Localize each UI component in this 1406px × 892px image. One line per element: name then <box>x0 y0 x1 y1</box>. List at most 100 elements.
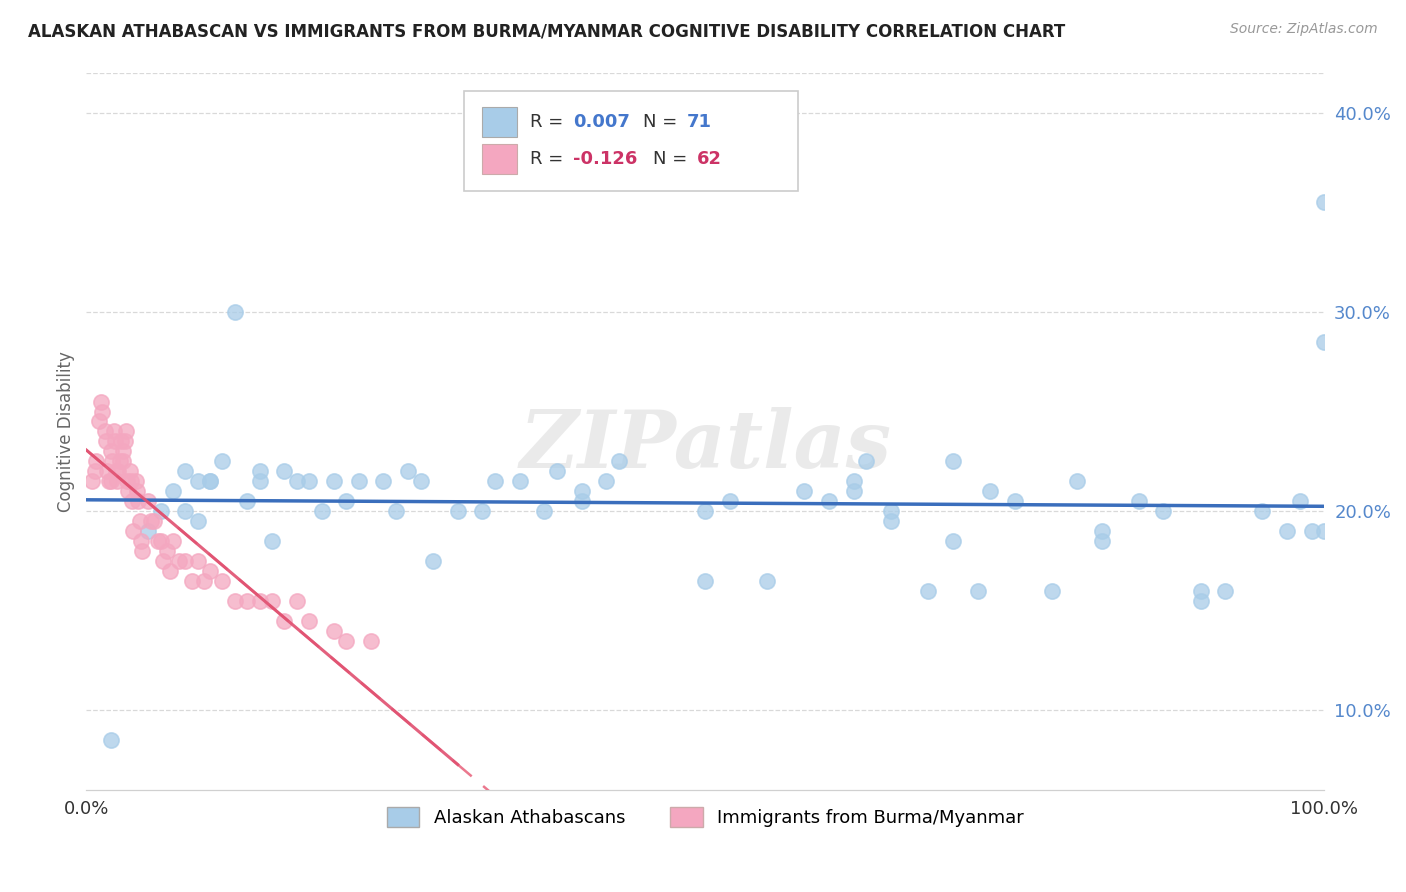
Point <box>174 504 197 518</box>
Point <box>1251 504 1274 518</box>
Point <box>335 494 357 508</box>
Point <box>842 475 865 489</box>
Point <box>193 574 215 588</box>
Point <box>104 434 127 449</box>
Point <box>236 494 259 508</box>
Point <box>396 464 419 478</box>
Text: Source: ZipAtlas.com: Source: ZipAtlas.com <box>1230 22 1378 37</box>
Point <box>103 425 125 439</box>
Point <box>360 633 382 648</box>
Point <box>718 494 741 508</box>
Point <box>105 464 128 478</box>
Point <box>139 514 162 528</box>
Point <box>285 593 308 607</box>
Point <box>1313 524 1336 538</box>
Text: ZIPatlas: ZIPatlas <box>519 407 891 484</box>
Point <box>167 554 190 568</box>
Text: ALASKAN ATHABASCAN VS IMMIGRANTS FROM BURMA/MYANMAR COGNITIVE DISABILITY CORRELA: ALASKAN ATHABASCAN VS IMMIGRANTS FROM BU… <box>28 22 1066 40</box>
Point <box>105 475 128 489</box>
Point <box>842 484 865 499</box>
Point <box>347 475 370 489</box>
Point <box>121 494 143 508</box>
Point <box>571 484 593 499</box>
Point <box>198 475 221 489</box>
Point <box>917 583 939 598</box>
Point <box>298 475 321 489</box>
Point <box>125 484 148 499</box>
Point <box>198 475 221 489</box>
Point <box>1128 494 1150 508</box>
Point <box>146 533 169 548</box>
Point <box>311 504 333 518</box>
Point <box>136 494 159 508</box>
Point <box>322 624 344 638</box>
Point <box>122 524 145 538</box>
Point <box>174 464 197 478</box>
Point <box>571 494 593 508</box>
Point <box>117 484 139 499</box>
Point <box>100 733 122 747</box>
Point <box>128 514 150 528</box>
Point <box>818 494 841 508</box>
Point <box>100 444 122 458</box>
Point <box>211 574 233 588</box>
Point <box>152 554 174 568</box>
Point <box>224 305 246 319</box>
Point <box>966 583 988 598</box>
Point <box>82 475 104 489</box>
Point <box>129 533 152 548</box>
Point <box>1189 593 1212 607</box>
FancyBboxPatch shape <box>482 144 517 174</box>
Legend: Alaskan Athabascans, Immigrants from Burma/Myanmar: Alaskan Athabascans, Immigrants from Bur… <box>380 799 1031 835</box>
Point <box>260 593 283 607</box>
Point <box>127 494 149 508</box>
Point <box>471 504 494 518</box>
Point <box>484 475 506 489</box>
Point <box>1066 475 1088 489</box>
FancyBboxPatch shape <box>482 107 517 136</box>
Point <box>125 475 148 489</box>
Point <box>187 475 209 489</box>
Point <box>249 475 271 489</box>
Point <box>447 504 470 518</box>
Point <box>120 475 142 489</box>
Point <box>180 574 202 588</box>
Point <box>1277 524 1299 538</box>
Point <box>174 554 197 568</box>
Point <box>1040 583 1063 598</box>
Point <box>90 394 112 409</box>
Point <box>249 593 271 607</box>
Point <box>143 514 166 528</box>
Point <box>1152 504 1174 518</box>
Point <box>335 633 357 648</box>
Point <box>101 454 124 468</box>
Point <box>94 434 117 449</box>
Point <box>187 514 209 528</box>
Point <box>87 415 110 429</box>
Point <box>880 514 903 528</box>
Point <box>187 554 209 568</box>
Point <box>1301 524 1323 538</box>
Point <box>509 475 531 489</box>
Point <box>100 475 122 489</box>
Point <box>96 464 118 478</box>
Point <box>236 593 259 607</box>
Text: 0.007: 0.007 <box>572 112 630 131</box>
Point <box>285 475 308 489</box>
Point <box>211 454 233 468</box>
Point <box>298 614 321 628</box>
Point <box>115 425 138 439</box>
Point <box>149 533 172 548</box>
Point <box>198 564 221 578</box>
Point <box>84 464 107 478</box>
Point <box>136 524 159 538</box>
FancyBboxPatch shape <box>464 91 799 191</box>
Point <box>91 404 114 418</box>
Text: 71: 71 <box>686 112 711 131</box>
Point <box>273 614 295 628</box>
Text: R =: R = <box>530 150 568 168</box>
Point <box>108 454 131 468</box>
Point <box>118 464 141 478</box>
Point <box>1189 583 1212 598</box>
Point <box>595 475 617 489</box>
